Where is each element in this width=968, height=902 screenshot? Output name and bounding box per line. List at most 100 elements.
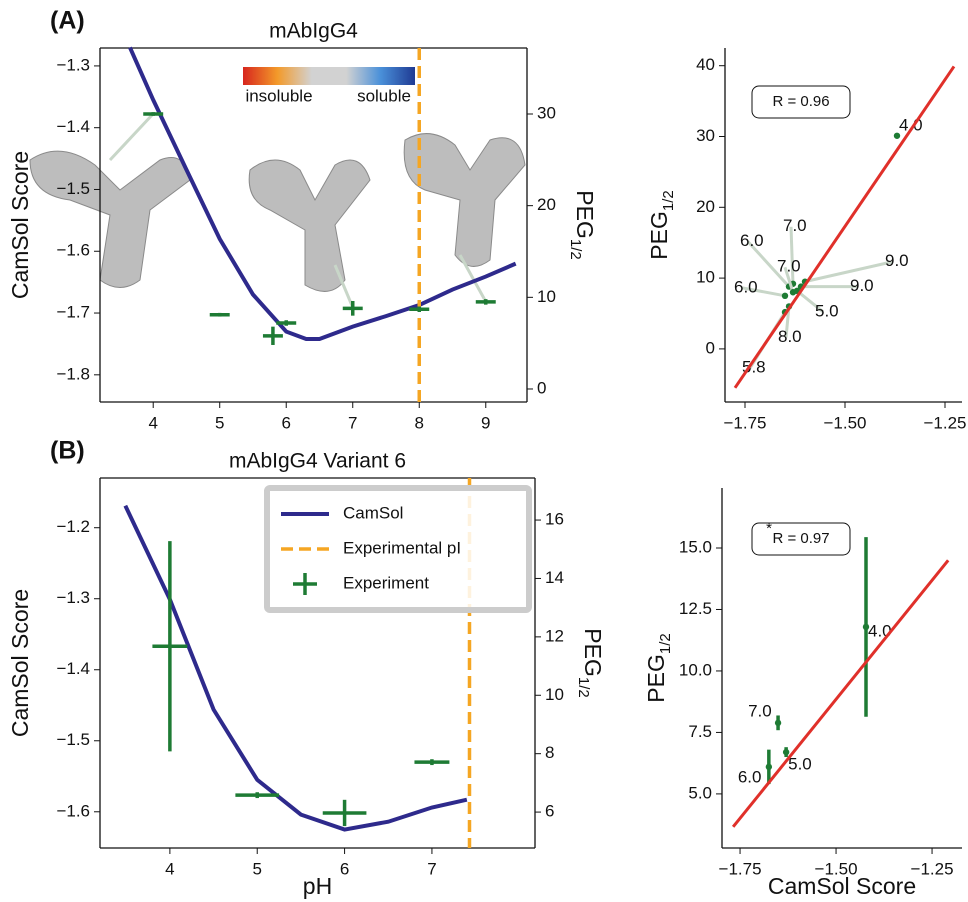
x-tick-label: −1.50 bbox=[823, 413, 866, 432]
y2-tick-label: 16 bbox=[545, 510, 564, 529]
panel-label: (A) bbox=[50, 7, 85, 35]
y2-tick-label: 30 bbox=[537, 103, 556, 122]
y2-axis-label-main: PEG bbox=[580, 628, 606, 677]
point bbox=[781, 292, 789, 299]
y-tick-label: −1.4 bbox=[56, 659, 90, 678]
y2-axis-label: PEG1/2 bbox=[575, 628, 606, 697]
line bbox=[123, 504, 468, 832]
point-label: 5.8 bbox=[742, 358, 766, 377]
annotation-mark: * bbox=[766, 520, 772, 537]
y-tick-label: 12.5 bbox=[679, 599, 712, 618]
y-axis-label: CamSol Score bbox=[7, 589, 33, 737]
x-tick-label: 6 bbox=[281, 413, 290, 432]
y2-tick-label: 0 bbox=[537, 378, 546, 397]
y2-tick-label: 8 bbox=[545, 743, 554, 762]
annotation: R = 0.96 bbox=[772, 93, 829, 110]
y2-axis-label-main: PEG bbox=[572, 190, 598, 239]
legend-label: Experimental pI bbox=[343, 538, 461, 557]
y-tick-label: −1.4 bbox=[56, 117, 90, 136]
label-leader bbox=[796, 289, 824, 314]
y-tick-label: 5.0 bbox=[688, 783, 712, 802]
panel-label: (B) bbox=[50, 437, 85, 465]
label-leader bbox=[783, 266, 795, 293]
y-tick-label: −1.5 bbox=[56, 179, 90, 198]
x-tick-label: −1.25 bbox=[911, 859, 954, 878]
x-tick-label: 6 bbox=[340, 859, 349, 878]
y-axis-label-main: PEG bbox=[643, 654, 669, 703]
x-tick-label: 4 bbox=[148, 413, 157, 432]
point-label: 5.0 bbox=[788, 755, 812, 774]
point bbox=[782, 748, 790, 756]
point-label: 7.0 bbox=[777, 257, 801, 276]
y-axis-label-sub: 1/2 bbox=[657, 633, 674, 654]
chart-title: mAbIgG4 Variant 6 bbox=[229, 450, 406, 473]
annotation: R = 0.97 bbox=[772, 530, 829, 547]
y2-tick-label: 20 bbox=[537, 195, 556, 214]
point-label: 4.0 bbox=[868, 621, 892, 640]
point-label: 9.0 bbox=[850, 276, 874, 295]
point-label: 6.0 bbox=[740, 231, 764, 250]
x-tick-label: −1.50 bbox=[815, 859, 858, 878]
fit-line bbox=[731, 559, 950, 828]
point bbox=[774, 719, 782, 727]
x-tick-label: 5 bbox=[252, 859, 261, 878]
colorbar bbox=[243, 67, 415, 85]
y-axis-label: CamSol Score bbox=[7, 151, 33, 299]
annotation-box bbox=[751, 85, 851, 119]
x-tick-label: −1.25 bbox=[923, 413, 966, 432]
annotation-box bbox=[751, 522, 851, 556]
x-tick-label: −1.75 bbox=[719, 859, 762, 878]
x-tick-label: −1.75 bbox=[723, 413, 766, 432]
x-tick-label: 4 bbox=[165, 859, 174, 878]
label-leader bbox=[804, 260, 894, 284]
y-axis-label: PEG1/2 bbox=[643, 633, 674, 702]
y2-axis-label-sub: 1/2 bbox=[575, 677, 592, 698]
fit-line bbox=[733, 65, 956, 389]
y2-tick-label: 10 bbox=[545, 685, 564, 704]
antibody-images bbox=[29, 133, 526, 292]
y2-tick-label: 10 bbox=[537, 287, 556, 306]
colorbar-label: soluble bbox=[357, 86, 411, 105]
point bbox=[862, 623, 870, 631]
y-tick-label: 40 bbox=[696, 55, 715, 74]
y2-axis-label-sub: 1/2 bbox=[567, 239, 584, 260]
point-label: 6.0 bbox=[734, 277, 758, 296]
label-leader bbox=[746, 240, 791, 288]
point-label: 8.0 bbox=[778, 327, 802, 346]
point bbox=[893, 132, 901, 139]
point-label: 7.0 bbox=[783, 216, 807, 235]
x-tick-label: 5 bbox=[215, 413, 224, 432]
legend-label: Experiment bbox=[343, 573, 429, 592]
x-axis-label: pH bbox=[303, 873, 332, 899]
x-tick-label: 8 bbox=[415, 413, 424, 432]
image-leaders bbox=[108, 112, 488, 309]
y-axis-label: PEG1/2 bbox=[646, 190, 677, 259]
y-tick-label: −1.6 bbox=[56, 241, 90, 260]
y-tick-label: 7.5 bbox=[688, 722, 712, 741]
y-tick-label: −1.2 bbox=[56, 517, 90, 536]
y-tick-label: 15.0 bbox=[679, 537, 712, 556]
line bbox=[128, 46, 517, 341]
legend-label: CamSol bbox=[343, 503, 403, 522]
point-label: 6.0 bbox=[738, 767, 762, 786]
y-tick-label: −1.3 bbox=[56, 55, 90, 74]
point-label: 7.0 bbox=[748, 701, 772, 720]
x-tick-label: 7 bbox=[348, 413, 357, 432]
y-tick-label: −1.7 bbox=[56, 303, 90, 322]
label-leader bbox=[789, 226, 795, 284]
y-tick-label: 10.0 bbox=[679, 660, 712, 679]
y-tick-label: 30 bbox=[696, 126, 715, 145]
x-tick-label: 7 bbox=[427, 859, 436, 878]
colorbar-label: insoluble bbox=[245, 86, 312, 105]
y2-tick-label: 14 bbox=[545, 568, 564, 587]
y-tick-label: −1.3 bbox=[56, 588, 90, 607]
y-tick-label: −1.8 bbox=[56, 364, 90, 383]
legend-box bbox=[264, 485, 532, 613]
y-axis-label-main: PEG bbox=[646, 211, 672, 260]
point bbox=[765, 763, 773, 771]
y2-tick-label: 6 bbox=[545, 802, 554, 821]
label-leader bbox=[741, 286, 786, 298]
y-tick-label: −1.6 bbox=[56, 801, 90, 820]
y-tick-label: 0 bbox=[706, 338, 715, 357]
